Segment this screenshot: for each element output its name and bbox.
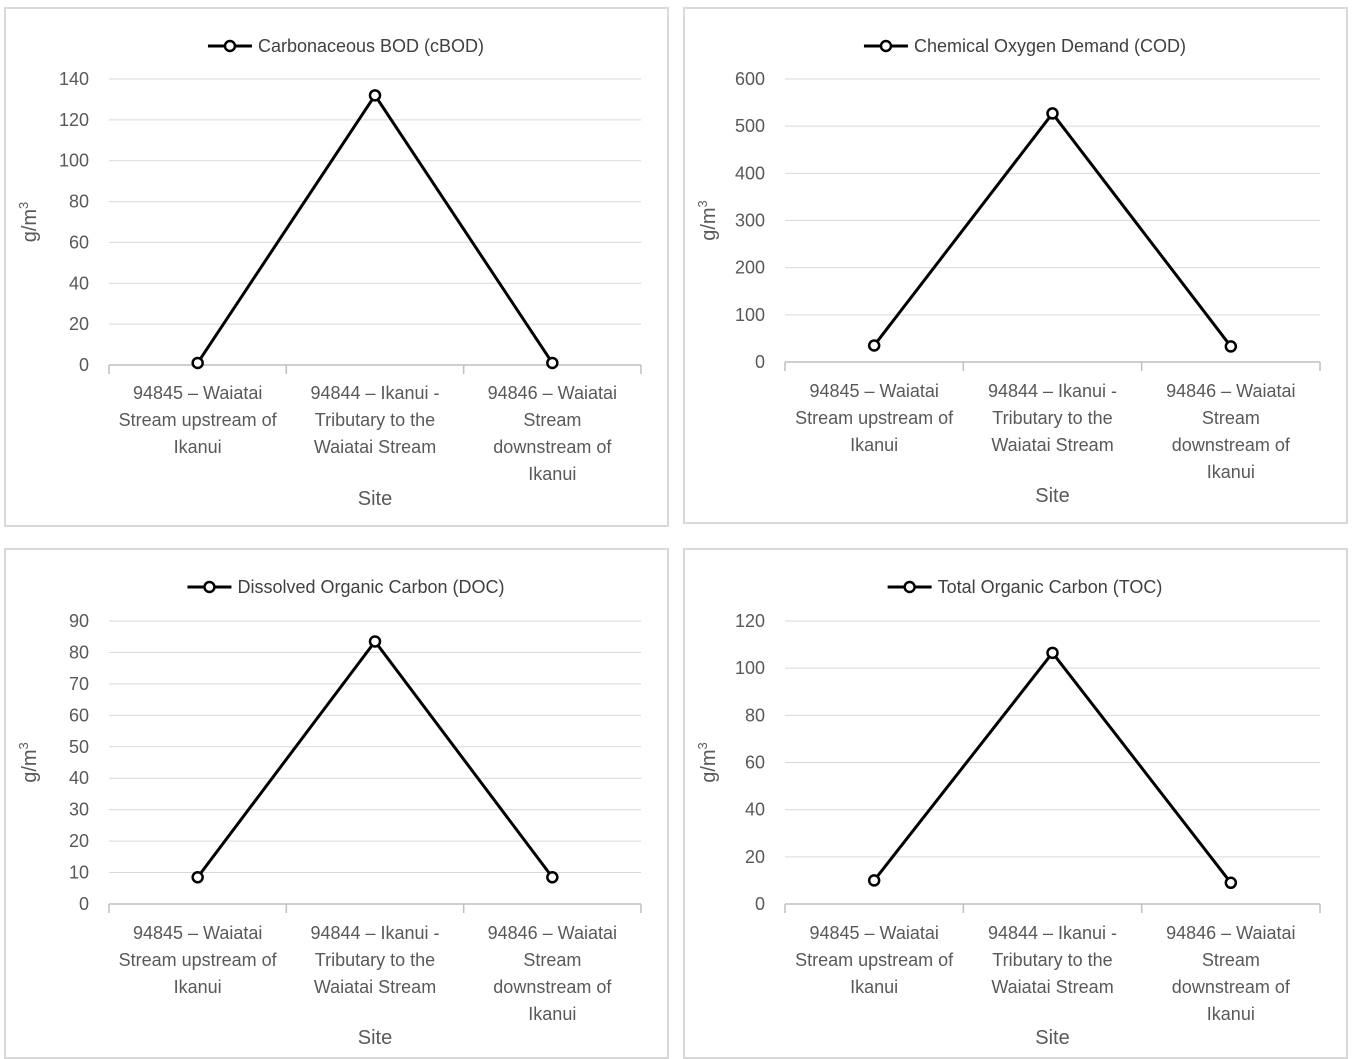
series-line xyxy=(196,638,554,879)
x-tick-label: 94846 – Waiatai Stream downstream of Ikanui xyxy=(488,923,617,1024)
data-point xyxy=(867,339,881,352)
legend: Total Organic Carbon (TOC) xyxy=(887,577,1163,597)
data-point xyxy=(191,356,204,370)
y-tick-label: 60 xyxy=(69,705,89,725)
legend-marker xyxy=(203,580,216,594)
y-tick-label: 40 xyxy=(69,768,89,788)
y-tick-label: 10 xyxy=(69,863,89,883)
data-point xyxy=(867,874,881,887)
y-tick-label: 120 xyxy=(59,110,89,130)
series-line xyxy=(872,650,1233,884)
x-tick-label: 94844 – Ikanui -Tributary to the Waiatai … xyxy=(310,383,439,457)
x-axis-title: Site xyxy=(1035,1027,1069,1049)
y-tick-label: 0 xyxy=(79,894,89,914)
y-tick-label: 20 xyxy=(745,847,765,867)
y-tick-label: 100 xyxy=(59,151,89,171)
data-point xyxy=(1046,107,1059,120)
y-tick-label: 90 xyxy=(69,611,89,631)
y-tick-label: 60 xyxy=(745,753,765,773)
x-tick-label: 94846 – Waiatai Stream downstream of Ikanui xyxy=(1166,381,1295,482)
y-tick-label: 0 xyxy=(755,894,765,914)
y-tick-label: 600 xyxy=(735,69,765,89)
data-point xyxy=(191,871,204,884)
y-tick-label: 20 xyxy=(69,831,89,851)
y-tick-label: 300 xyxy=(735,211,765,231)
x-tick-label: 94846 – Waiatai Stream downstream of Ikanui xyxy=(488,383,617,484)
chart-panel-cod: 0 100 200 300 400 500 600 94845 – Waiatai Stream… xyxy=(683,7,1348,524)
y-axis-title: g/m3 xyxy=(695,742,720,783)
y-tick-label: 50 xyxy=(69,737,89,757)
chart-panel-cbod: 0 20 40 60 80 100 120 140 94845 – Waiatai Stream … xyxy=(4,7,669,527)
legend-marker xyxy=(903,580,916,594)
y-tick-label: 400 xyxy=(735,163,765,183)
y-axis-title: g/m3 xyxy=(695,200,720,241)
chart-toc: 0 20 40 60 80 100 120 94845 – Waiatai Stream ups… xyxy=(695,577,1321,1049)
legend-marker xyxy=(879,39,893,53)
data-point xyxy=(1046,646,1059,660)
data-point xyxy=(546,871,559,884)
legend-label: Dissolved Organic Carbon (DOC) xyxy=(237,577,504,597)
chart-cod: 0 100 200 300 400 500 600 94845 – Waiatai Stream… xyxy=(695,36,1321,507)
y-tick-label: 40 xyxy=(69,273,89,293)
y-tick-label: 70 xyxy=(69,674,89,694)
y-tick-label: 40 xyxy=(745,800,765,820)
series-line xyxy=(872,110,1233,348)
x-tick-label: 94844 – Ikanui -Tributary to the Waiatai … xyxy=(988,923,1117,997)
legend: Dissolved Organic Carbon (DOC) xyxy=(187,577,505,597)
series-line xyxy=(196,92,554,364)
chart-panel-toc: 0 20 40 60 80 100 120 94845 – Waiatai Stream ups… xyxy=(683,548,1348,1059)
y-tick-label: 500 xyxy=(735,116,765,136)
data-point xyxy=(1224,876,1238,890)
x-axis-title: Site xyxy=(1035,485,1069,507)
y-tick-label: 20 xyxy=(69,314,89,334)
x-tick-label: 94845 – Waiatai Stream upstream of Ikanui xyxy=(119,383,278,457)
y-tick-label: 0 xyxy=(79,355,89,375)
y-tick-label: 60 xyxy=(69,232,89,252)
y-tick-label: 30 xyxy=(69,800,89,820)
legend-marker xyxy=(223,39,237,53)
y-tick-label: 0 xyxy=(755,352,765,372)
x-tick-label: 94844 – Ikanui -Tributary to the Waiatai … xyxy=(310,923,439,997)
x-tick-label: 94845 – Waiatai Stream upstream of Ikanui xyxy=(795,923,954,997)
y-tick-label: 200 xyxy=(735,258,765,278)
y-tick-label: 80 xyxy=(69,642,89,662)
x-axis-title: Site xyxy=(358,1027,392,1049)
x-tick-label: 94845 – Waiatai Stream upstream of Ikanui xyxy=(119,923,278,997)
x-axis-title: Site xyxy=(358,488,392,510)
y-tick-label: 80 xyxy=(69,192,89,212)
data-point xyxy=(1224,340,1238,353)
x-tick-label: 94845 – Waiatai Stream upstream of Ikanui xyxy=(795,381,954,455)
y-tick-label: 80 xyxy=(745,705,765,725)
legend-label: Carbonaceous BOD (cBOD) xyxy=(258,36,484,56)
chart-panel-doc: 0 10 20 30 40 50 60 70 80 90 94845 – Waiatai Stream… xyxy=(4,548,669,1059)
y-axis-title: g/m3 xyxy=(16,742,41,783)
x-tick-label: 94844 – Ikanui -Tributary to the Waiatai … xyxy=(988,381,1117,455)
chart-doc: 0 10 20 30 40 50 60 70 80 90 94845 – Waiatai Stream… xyxy=(16,577,642,1049)
data-point xyxy=(546,356,559,370)
y-tick-label: 120 xyxy=(735,611,765,631)
chart-cbod: 0 20 40 60 80 100 120 140 94845 – Waiatai Stream … xyxy=(16,36,642,510)
y-axis-title: g/m3 xyxy=(16,202,41,243)
legend: Chemical Oxygen Demand (COD) xyxy=(863,36,1186,56)
legend-label: Total Organic Carbon (TOC) xyxy=(938,577,1163,597)
data-point xyxy=(368,89,382,102)
legend-label: Chemical Oxygen Demand (COD) xyxy=(914,36,1186,56)
data-point xyxy=(368,635,382,648)
x-tick-label: 94846 – Waiatai Stream downstream of Ikanui xyxy=(1166,923,1295,1024)
legend: Carbonaceous BOD (cBOD) xyxy=(207,36,484,56)
y-tick-label: 100 xyxy=(735,305,765,325)
y-tick-label: 140 xyxy=(59,69,89,89)
y-tick-label: 100 xyxy=(735,658,765,678)
